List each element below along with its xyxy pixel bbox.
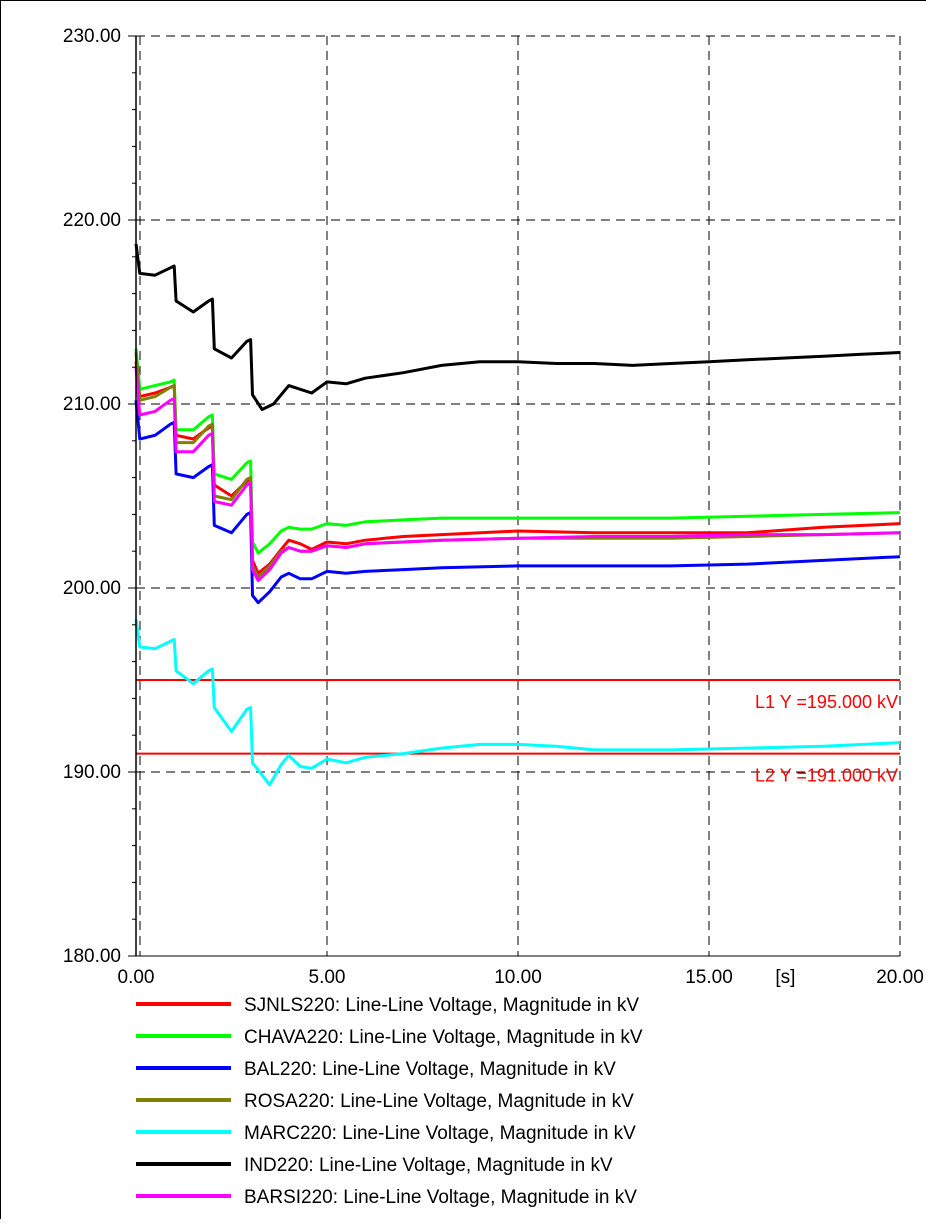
series-line-5: [134, 619, 901, 787]
legend-label-7: BARSI220: Line-Line Voltage, Magnitude i…: [244, 1187, 637, 1208]
series-line-7: [134, 367, 901, 583]
y-tick-label: 190.00: [63, 762, 121, 783]
legend: SJNLS220: Line-Line Voltage, Magnitude i…: [136, 995, 643, 1208]
x-tick-label: 5.00: [309, 967, 346, 988]
series-line-6: [134, 243, 901, 411]
reference-lines: L1 Y =195.000 kV L2 Y =191.000 kV: [136, 679, 900, 786]
legend-label-4: ROSA220: Line-Line Voltage, Magnitude in…: [244, 1091, 634, 1112]
legend-label-2: CHAVA220: Line-Line Voltage, Magnitude i…: [244, 1027, 643, 1048]
legend-label-3: BAL220: Line-Line Voltage, Magnitude in …: [244, 1059, 616, 1080]
x-tick-label: 0.00: [118, 967, 155, 988]
y-tick-label: 230.00: [63, 26, 121, 47]
y-tick-label: 180.00: [63, 946, 121, 967]
series-line-3: [134, 400, 901, 605]
x-tick-label: 10.00: [494, 967, 542, 988]
reference-line-label: L2 Y =191.000 kV: [755, 766, 898, 786]
y-tick-label: 200.00: [63, 578, 121, 599]
legend-label-5: MARC220: Line-Line Voltage, Magnitude in…: [244, 1123, 636, 1144]
legend-label-6: IND220: Line-Line Voltage, Magnitude in …: [244, 1155, 613, 1176]
x-axis-unit-label: [s]: [775, 967, 795, 988]
x-tick-label: 20.00: [876, 967, 924, 988]
y-tick-label: 210.00: [63, 394, 121, 415]
reference-line-label: L1 Y =195.000 kV: [755, 692, 898, 712]
axes: 180.00 190.00 200.00 210.00 220.00 230.00 0.00…: [63, 26, 924, 988]
legend-label-1: SJNLS220: Line-Line Voltage, Magnitude i…: [244, 995, 639, 1016]
x-tick-label: 15.00: [685, 967, 733, 988]
grid: [136, 35, 901, 956]
series-lines: [134, 243, 901, 787]
y-tick-label: 220.00: [63, 210, 121, 231]
